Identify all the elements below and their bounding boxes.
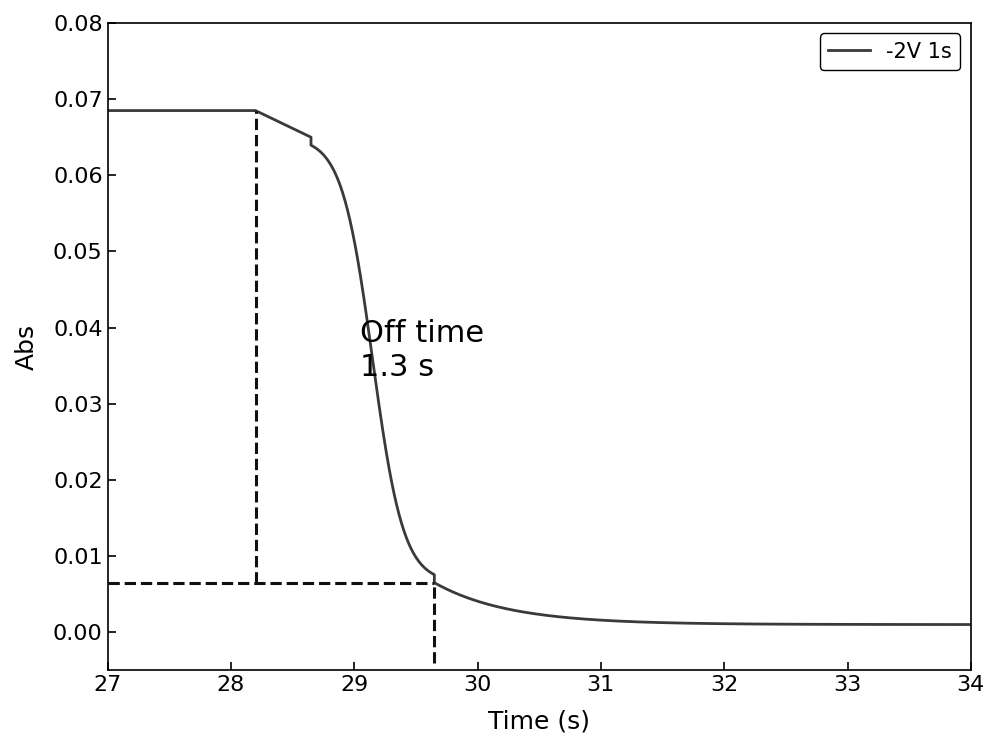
- Text: Off time
1.3 s: Off time 1.3 s: [360, 319, 484, 381]
- Line: -2V 1s: -2V 1s: [108, 111, 971, 625]
- -2V 1s: [102, 106, 114, 115]
- X-axis label: Time (s): Time (s): [488, 709, 590, 733]
- Y-axis label: Abs: Abs: [15, 324, 39, 370]
- -2V 1s: [626, 617, 638, 626]
- -2V 1s: [547, 612, 559, 621]
- -2V 1s: [610, 616, 622, 625]
- -2V 1s: [412, 555, 424, 564]
- Legend: -2V 1s: -2V 1s: [820, 34, 960, 70]
- -2V 1s: [714, 619, 726, 628]
- -2V 1s: [319, 153, 331, 162]
- -2V 1s: [965, 620, 977, 629]
